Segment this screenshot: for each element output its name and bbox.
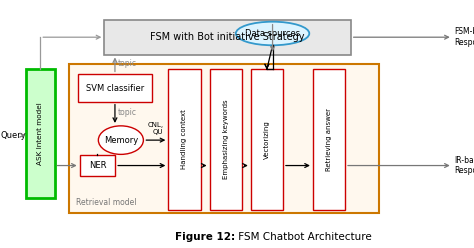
Text: FSM with Bot initiative Strategy: FSM with Bot initiative Strategy <box>150 32 305 42</box>
FancyBboxPatch shape <box>104 20 351 55</box>
Text: Vectorizing: Vectorizing <box>264 120 270 159</box>
FancyBboxPatch shape <box>69 64 379 213</box>
FancyBboxPatch shape <box>251 69 283 210</box>
FancyBboxPatch shape <box>168 69 201 210</box>
Ellipse shape <box>236 22 309 45</box>
Text: Retrieving answer: Retrieving answer <box>326 108 332 171</box>
Text: NER: NER <box>89 161 106 170</box>
Text: Emphasizing keywords: Emphasizing keywords <box>223 100 228 179</box>
Text: Figure 12:: Figure 12: <box>175 232 236 242</box>
Text: topic: topic <box>117 59 137 68</box>
Text: SVM classifier: SVM classifier <box>86 84 144 93</box>
Text: Data sources: Data sources <box>245 29 300 38</box>
FancyBboxPatch shape <box>26 69 55 198</box>
Text: Retrieval model: Retrieval model <box>76 198 137 207</box>
Text: FSM-based
Response: FSM-based Response <box>454 28 474 47</box>
Text: IR-based
Response: IR-based Response <box>454 156 474 175</box>
Text: CNL,
QU: CNL, QU <box>147 123 164 135</box>
Ellipse shape <box>99 126 143 154</box>
FancyBboxPatch shape <box>313 69 345 210</box>
FancyBboxPatch shape <box>210 69 242 210</box>
Text: Handling context: Handling context <box>182 110 187 169</box>
Text: Query: Query <box>1 131 27 140</box>
FancyBboxPatch shape <box>80 155 115 176</box>
Text: topic: topic <box>117 108 137 117</box>
Text: FSM Chatbot Architecture: FSM Chatbot Architecture <box>235 232 372 242</box>
FancyBboxPatch shape <box>78 74 152 102</box>
Text: ASK Intent model: ASK Intent model <box>37 102 43 165</box>
Text: Memory: Memory <box>104 136 138 145</box>
